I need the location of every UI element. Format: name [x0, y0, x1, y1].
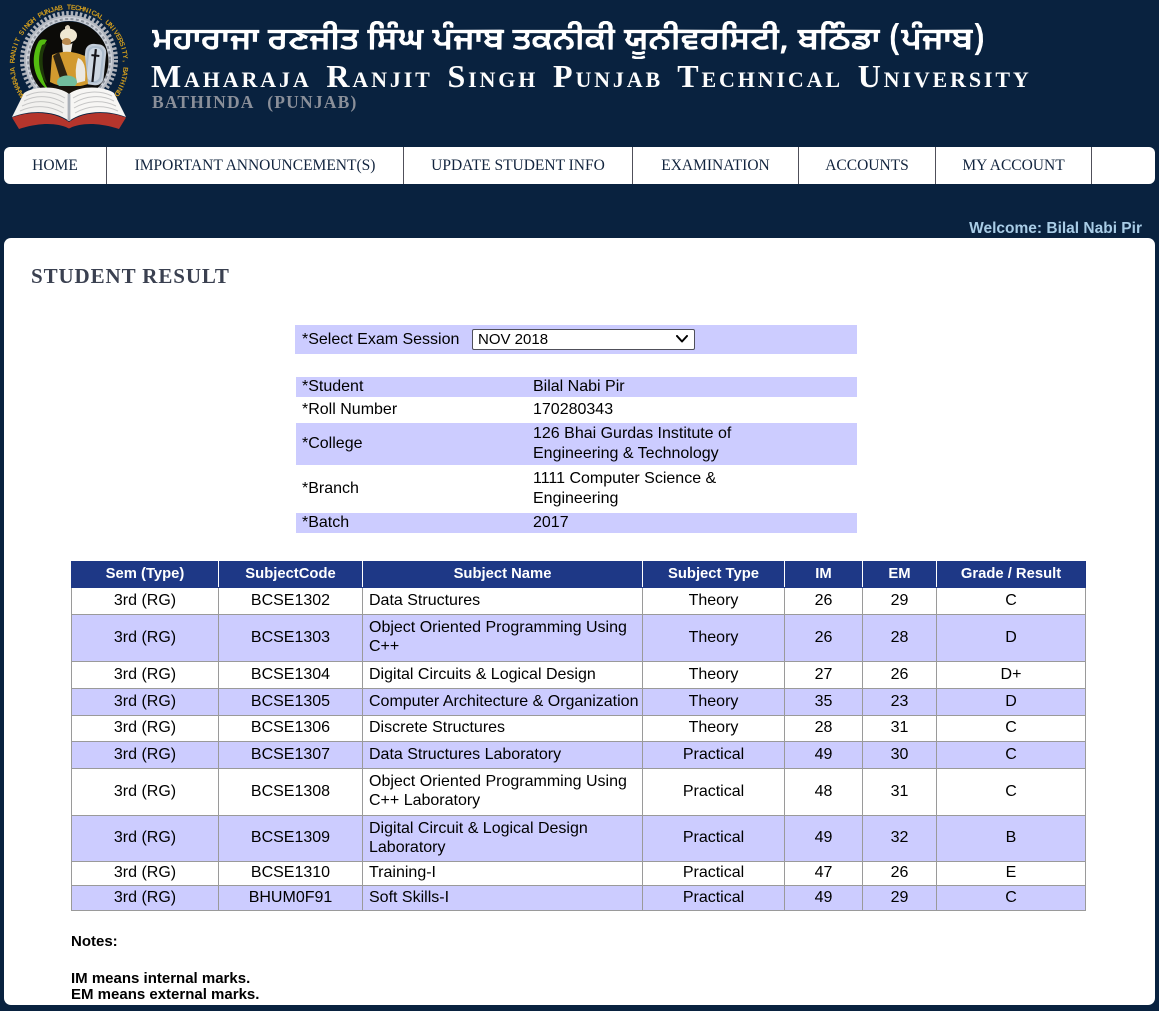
svg-text:T: T	[14, 36, 22, 43]
svg-text:C: C	[74, 5, 80, 13]
svg-text:N: N	[82, 6, 89, 14]
svg-text:T: T	[67, 5, 72, 12]
svg-text:H: H	[30, 16, 38, 25]
svg-text:A: A	[120, 71, 128, 77]
svg-text:A: A	[10, 54, 18, 60]
svg-text:Y: Y	[121, 54, 129, 60]
svg-text:R: R	[116, 37, 124, 44]
svg-text:A: A	[53, 5, 59, 13]
svg-text:B: B	[121, 67, 128, 73]
svg-text:R: R	[9, 58, 16, 63]
svg-text:A: A	[10, 67, 17, 73]
svg-text:H: H	[118, 78, 126, 85]
svg-text:J: J	[10, 71, 18, 76]
svg-text:I: I	[117, 84, 124, 89]
svg-text:N: N	[23, 22, 32, 30]
svg-text:S: S	[18, 29, 27, 37]
svg-text:U: U	[103, 19, 111, 28]
svg-text:I: I	[88, 8, 92, 15]
svg-text:I: I	[119, 47, 126, 51]
svg-text:D: D	[112, 89, 121, 97]
svg-text:,: ,	[121, 60, 128, 62]
svg-text:B: B	[58, 5, 64, 13]
svg-text:S: S	[117, 41, 125, 48]
svg-text:A: A	[13, 82, 21, 89]
svg-text:N: N	[106, 22, 115, 30]
svg-text:H: H	[15, 86, 24, 94]
svg-text:I: I	[110, 27, 117, 33]
svg-text:N: N	[115, 86, 124, 94]
svg-text:T: T	[120, 50, 128, 56]
svg-text:T: T	[119, 75, 127, 82]
svg-text:H: H	[78, 5, 84, 13]
svg-text:J: J	[11, 46, 19, 52]
svg-text:N: N	[45, 8, 52, 16]
svg-text:N: N	[10, 49, 18, 55]
svg-text:A: A	[11, 75, 19, 82]
svg-text:G: G	[26, 19, 35, 28]
svg-text:V: V	[112, 29, 121, 37]
svg-text:U: U	[41, 9, 49, 17]
svg-text:R: R	[12, 78, 20, 85]
svg-text:P: P	[37, 11, 45, 20]
svg-text:C: C	[90, 9, 98, 17]
svg-text:L: L	[97, 14, 104, 22]
svg-text:E: E	[71, 4, 77, 11]
svg-text:I: I	[21, 27, 28, 33]
svg-text:A: A	[93, 11, 101, 20]
svg-text:E: E	[114, 33, 123, 41]
svg-text:J: J	[49, 7, 55, 15]
svg-text:A: A	[17, 89, 26, 97]
svg-text:I: I	[13, 42, 20, 46]
